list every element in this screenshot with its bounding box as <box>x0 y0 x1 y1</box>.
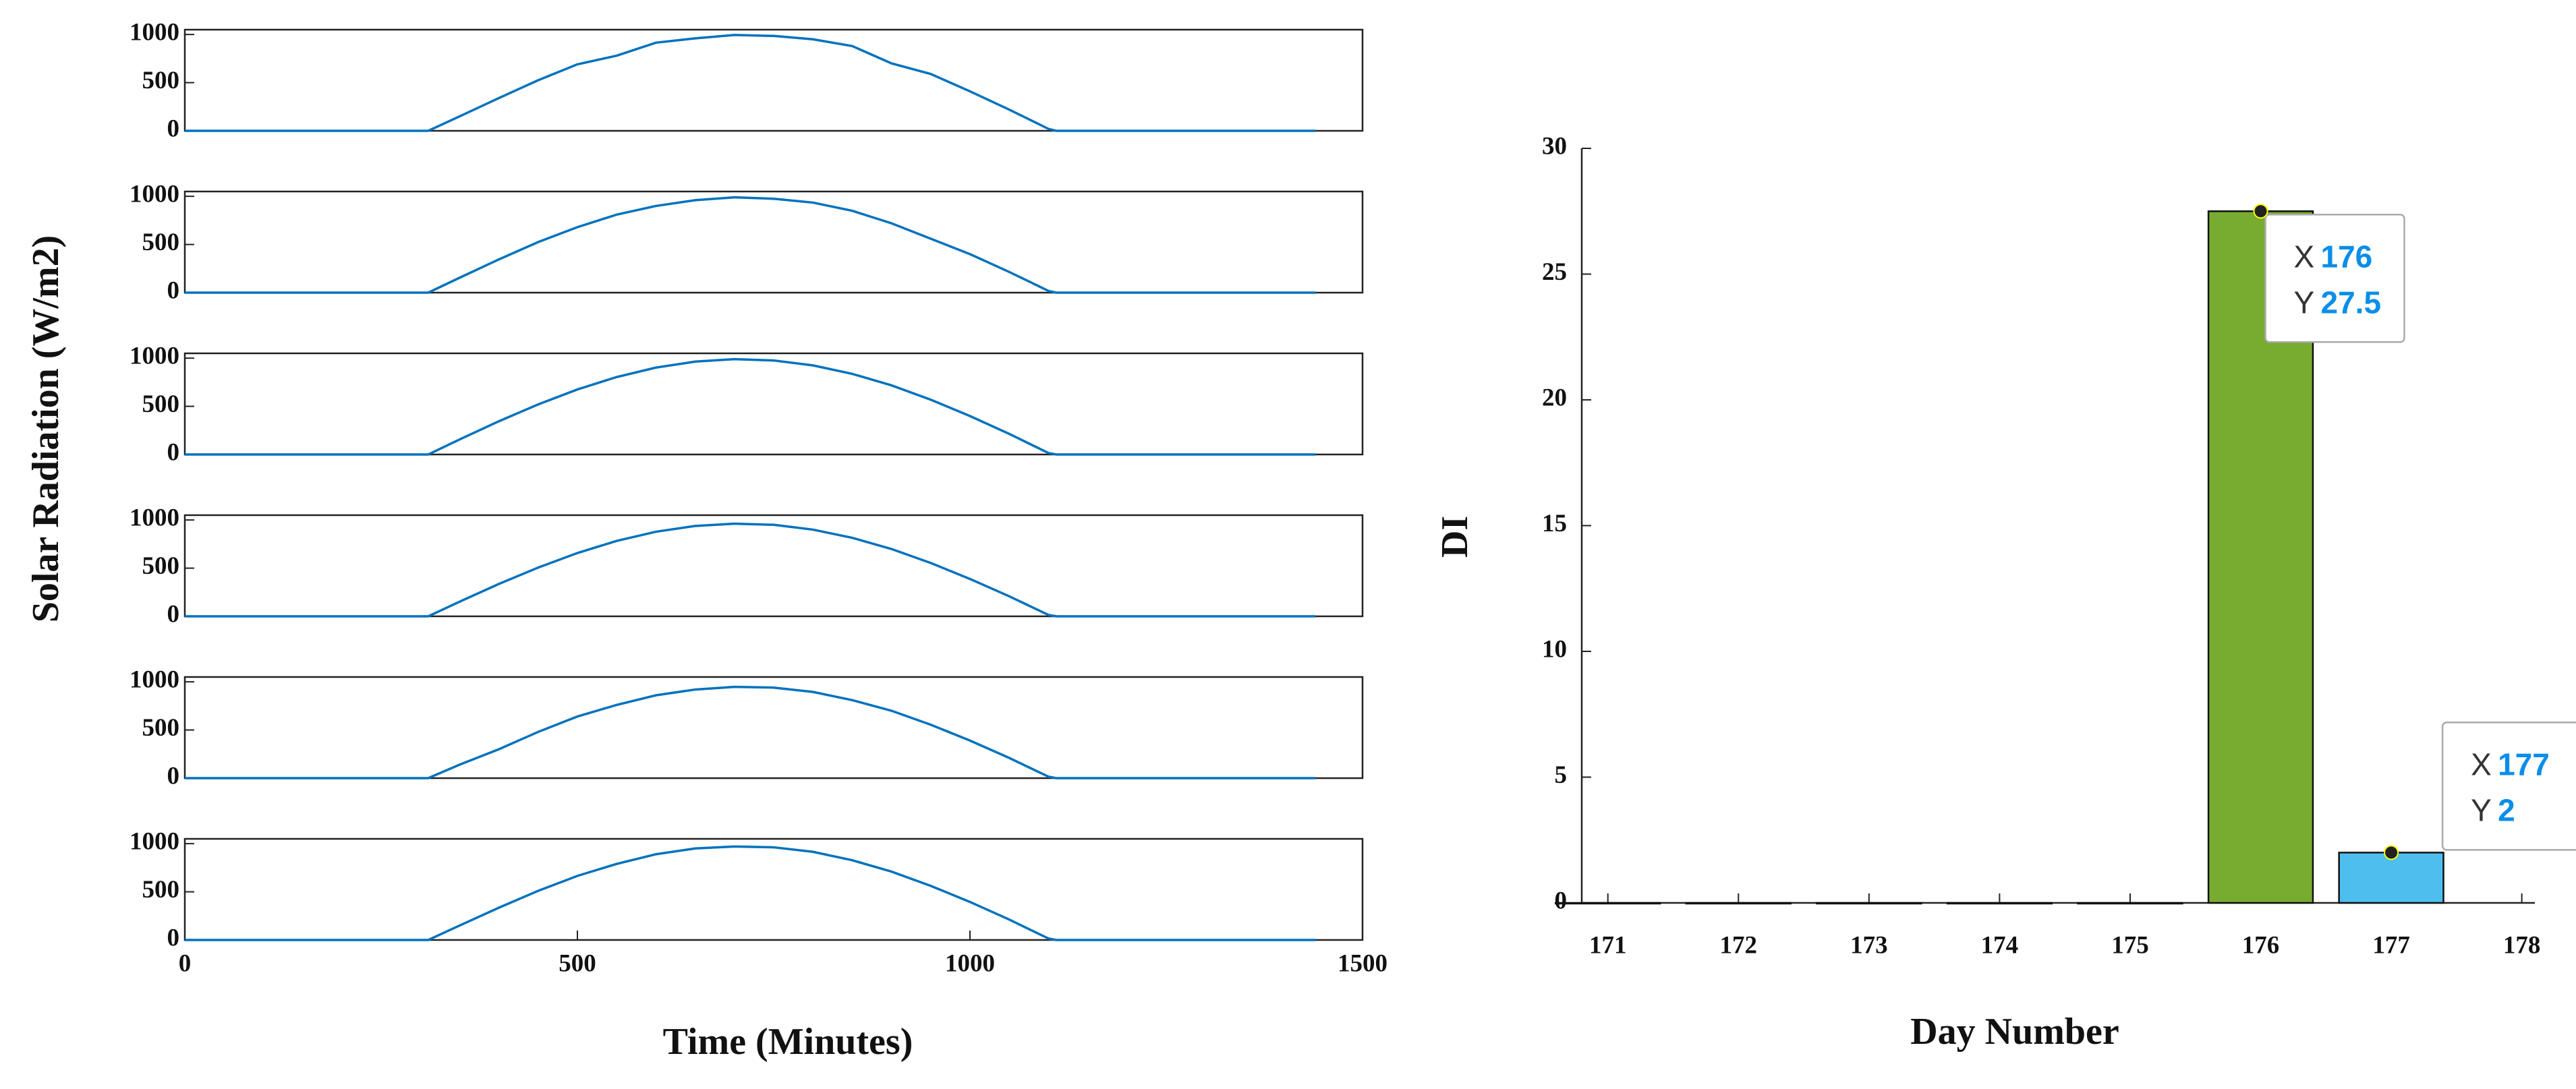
x-tick-label: 174 <box>1981 931 2019 959</box>
y-tick-label: 0 <box>167 276 180 304</box>
y-tick-label: 5 <box>1555 761 1568 789</box>
y-tick-label: 500 <box>142 229 180 256</box>
axes-box <box>183 190 1364 294</box>
y-tick-label: 0 <box>167 115 180 142</box>
datatip-box <box>2264 214 2405 343</box>
y-tick-label: 0 <box>167 762 180 790</box>
x-axis-label: Day Number <box>1910 1011 2119 1053</box>
line-series <box>185 34 1316 132</box>
x-tick-label: 178 <box>2503 931 2541 959</box>
datatip-y-label: Y <box>2471 793 2492 828</box>
axes-box <box>183 352 1364 456</box>
y-tick-label: 500 <box>142 552 180 580</box>
y-tick-label: 1000 <box>130 504 179 532</box>
axes-box <box>183 676 1364 779</box>
axes-box <box>183 837 1364 941</box>
x-tick-label: 173 <box>1850 931 1888 959</box>
y-axis-label: DI <box>1434 516 1476 558</box>
bar <box>2077 902 2183 905</box>
bar <box>2338 852 2444 904</box>
line-series <box>185 685 1316 779</box>
y-tick-label: 500 <box>142 390 180 418</box>
y-tick-label: 0 <box>167 924 180 951</box>
x-tick-label: 171 <box>1589 931 1627 959</box>
datatip-y-value: 2 <box>2498 793 2515 828</box>
line-series <box>185 522 1316 618</box>
x-tick-label: 175 <box>2111 931 2149 959</box>
y-tick-label: 20 <box>1542 384 1567 411</box>
datatip-marker <box>2384 845 2399 860</box>
x-tick-label: 0 <box>179 949 192 977</box>
bar <box>1946 902 2053 905</box>
line-series <box>185 196 1316 294</box>
y-tick-label: 1000 <box>130 19 179 47</box>
datatip-y-label: Y <box>2294 285 2315 320</box>
x-tick-label: 1000 <box>945 949 995 977</box>
datatip-marker <box>2253 204 2268 219</box>
datatip-y-value: 27.5 <box>2321 285 2382 320</box>
bar <box>1816 902 1922 905</box>
bar <box>1685 902 1792 905</box>
axes-box <box>183 28 1364 132</box>
x-tick-label: 176 <box>2242 931 2280 959</box>
x-tick-label: 500 <box>559 949 596 977</box>
line-series <box>185 845 1316 941</box>
y-tick-label: 1000 <box>130 828 179 856</box>
datatip-x-label: X <box>2294 239 2315 274</box>
line-series <box>185 357 1316 456</box>
x-axis-label: Time (Minutes) <box>663 1021 913 1063</box>
datatip-x-value: 176 <box>2321 239 2373 274</box>
y-tick-label: 500 <box>142 67 180 94</box>
x-tick-label: 172 <box>1720 931 1758 959</box>
y-tick-label: 25 <box>1542 258 1567 286</box>
y-tick-label: 10 <box>1542 635 1567 663</box>
x-tick-label: 177 <box>2372 931 2410 959</box>
y-tick-label: 500 <box>142 714 180 742</box>
bar <box>1555 902 1661 905</box>
y-tick-label: 1000 <box>130 343 179 370</box>
y-tick-label: 30 <box>1542 132 1567 160</box>
datatip-x-value: 177 <box>2498 747 2550 782</box>
x-tick-label: 1500 <box>1338 949 1387 977</box>
y-tick-label: 0 <box>167 600 180 628</box>
axes-box <box>183 514 1364 618</box>
y-tick-label: 1000 <box>130 181 179 208</box>
y-tick-label: 15 <box>1542 510 1567 537</box>
y-tick-label: 0 <box>167 438 180 466</box>
y-axis-label: Solar Radiation (W/m2) <box>25 235 67 623</box>
y-tick-label: 1000 <box>130 666 179 694</box>
y-tick-label: 0 <box>1555 887 1568 914</box>
y-tick-label: 500 <box>142 876 180 904</box>
datatip-x-label: X <box>2471 747 2492 782</box>
datatip-box <box>2441 722 2576 851</box>
